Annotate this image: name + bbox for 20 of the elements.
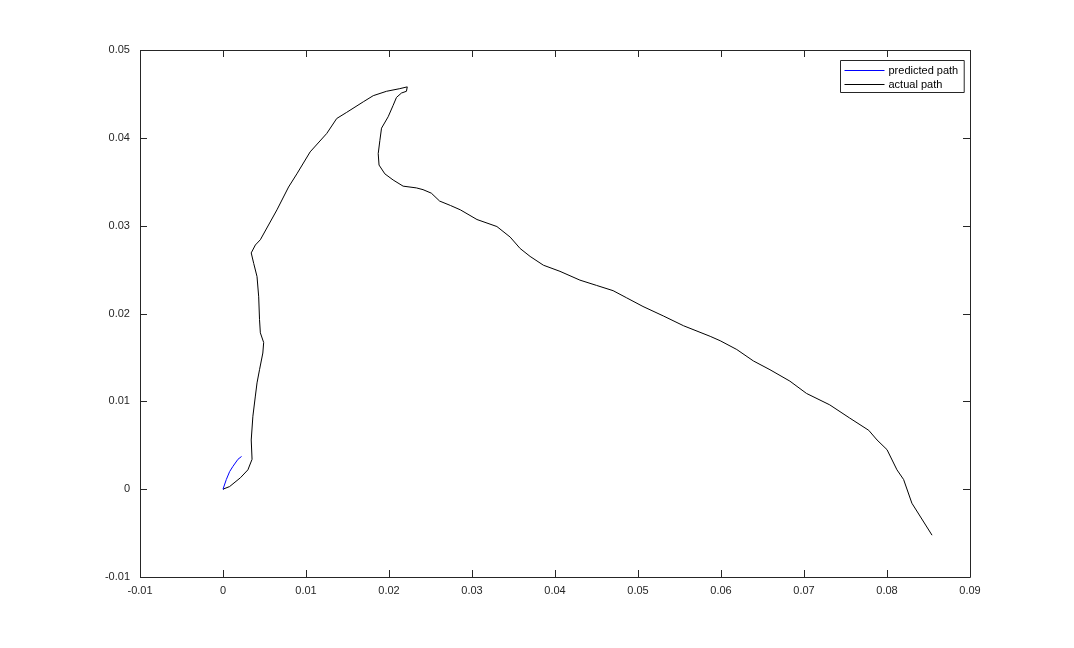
x-tick-label: 0.06 — [710, 583, 732, 596]
y-tick-label: 0 — [123, 482, 130, 495]
y-tick-label: -0.01 — [104, 570, 130, 583]
x-tick-label: 0.05 — [627, 583, 649, 596]
legend-label: actual path — [888, 77, 943, 90]
y-tick-label: 0.03 — [108, 218, 130, 231]
x-tick-label: 0.03 — [461, 583, 483, 596]
y-tick-label: 0.05 — [108, 43, 130, 56]
x-tick-label: 0.01 — [295, 583, 317, 596]
legend-label: predicted path — [888, 63, 959, 76]
x-tick-label: 0 — [219, 583, 227, 596]
x-tick-label: 0.04 — [544, 583, 566, 596]
x-tick-label: 0.08 — [876, 583, 898, 596]
x-tick-label: 0.02 — [378, 583, 400, 596]
y-tick-label: 0.02 — [108, 306, 130, 319]
y-tick-label: 0.01 — [108, 394, 130, 407]
x-tick-label: -0.01 — [127, 583, 153, 596]
y-tick-label: 0.04 — [108, 130, 130, 143]
x-tick-label: 0.09 — [959, 583, 981, 596]
x-tick-label: 0.07 — [793, 583, 815, 596]
